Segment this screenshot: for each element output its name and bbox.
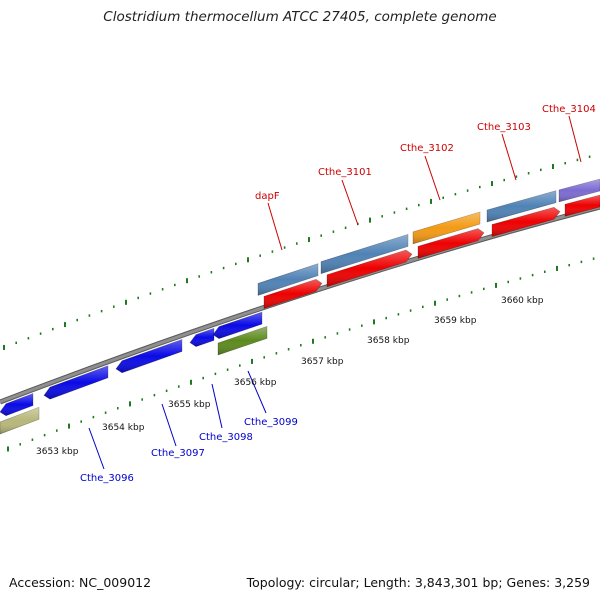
gene-block-cthe-3096-shade: [44, 365, 108, 400]
leader-cthe-3097: [161, 403, 177, 447]
leader-cthe-3098: [211, 383, 223, 429]
genome-summary-text: Topology: circular; Length: 3,843,301 bp…: [246, 575, 590, 590]
label-leader-lines: [88, 115, 582, 470]
gene-label-dapF: dapF: [255, 191, 280, 202]
gene-block-cthe-3102-shade: [413, 212, 480, 244]
cds-block-cthe-3103-shade: [492, 207, 560, 237]
gene-features: [0, 178, 600, 435]
cds-block-cthe-3104-shade: [565, 195, 600, 217]
leader-cthe-3099: [247, 370, 267, 414]
tick-marks: [3, 155, 595, 452]
cds-block-dapF-shade: [264, 279, 322, 309]
gene-label-cthe-3103: Cthe_3103: [477, 122, 531, 133]
gene-block-cthe-3098-shade: [190, 328, 214, 347]
scale-label-3654: 3654 kbp: [102, 423, 145, 433]
scale-label-3658: 3658 kbp: [367, 336, 410, 346]
gene-block-cthe-3103-shade: [487, 190, 556, 222]
gene-block-cthe-3095-shade: [0, 393, 33, 416]
gene-block-khaki-shade: [0, 407, 39, 434]
leader-cthe-3101: [341, 179, 359, 226]
gene-label-cthe-3099: Cthe_3099: [244, 417, 298, 428]
scale-label-3659: 3659 kbp: [434, 316, 477, 326]
gene-block-cthe-3101-shade: [321, 234, 408, 274]
gene-label-cthe-3104: Cthe_3104: [542, 104, 596, 115]
cds-block-cthe-3102-shade: [418, 228, 484, 259]
accession-text: Accession: NC_009012: [9, 575, 152, 590]
scale-label-3653: 3653 kbp: [36, 447, 79, 457]
leader-cthe-3103: [501, 133, 517, 181]
leader-cthe-3102: [424, 155, 441, 201]
gene-label-cthe-3098: Cthe_3098: [199, 432, 253, 443]
gene-block-cthe-3099-shade: [213, 312, 262, 339]
gene-block-cthe-3104-shade: [559, 179, 600, 202]
gene-label-cthe-3096: Cthe_3096: [80, 473, 134, 484]
gene-block-cthe-3097-shade: [116, 339, 182, 373]
gene-block-dapF-shade: [258, 263, 318, 296]
gene-label-cthe-3097: Cthe_3097: [151, 448, 205, 459]
gene-labels-top: dapF Cthe_3101 Cthe_3102 Cthe_3103 Cthe_…: [255, 104, 596, 202]
scale-label-3660: 3660 kbp: [501, 296, 544, 306]
scale-label-3656: 3656 kbp: [234, 378, 277, 388]
leader-cthe-3096: [88, 427, 105, 470]
leader-cthe-3104: [568, 115, 582, 163]
map-title: Clostridium thermocellum ATCC 27405, com…: [103, 9, 497, 25]
gene-labels-bottom: Cthe_3096 Cthe_3097 Cthe_3098 Cthe_3099: [80, 417, 298, 484]
gene-block-olive-shade: [218, 326, 267, 355]
scale-label-3655: 3655 kbp: [168, 400, 211, 410]
scale-labels: 3653 kbp 3654 kbp 3655 kbp 3656 kbp 3657…: [36, 296, 544, 457]
leader-dapF: [267, 202, 283, 251]
scale-label-3657: 3657 kbp: [301, 357, 344, 367]
gene-label-cthe-3102: Cthe_3102: [400, 143, 454, 154]
cds-block-cthe-3101-shade: [327, 250, 412, 287]
gene-label-cthe-3101: Cthe_3101: [318, 167, 372, 178]
